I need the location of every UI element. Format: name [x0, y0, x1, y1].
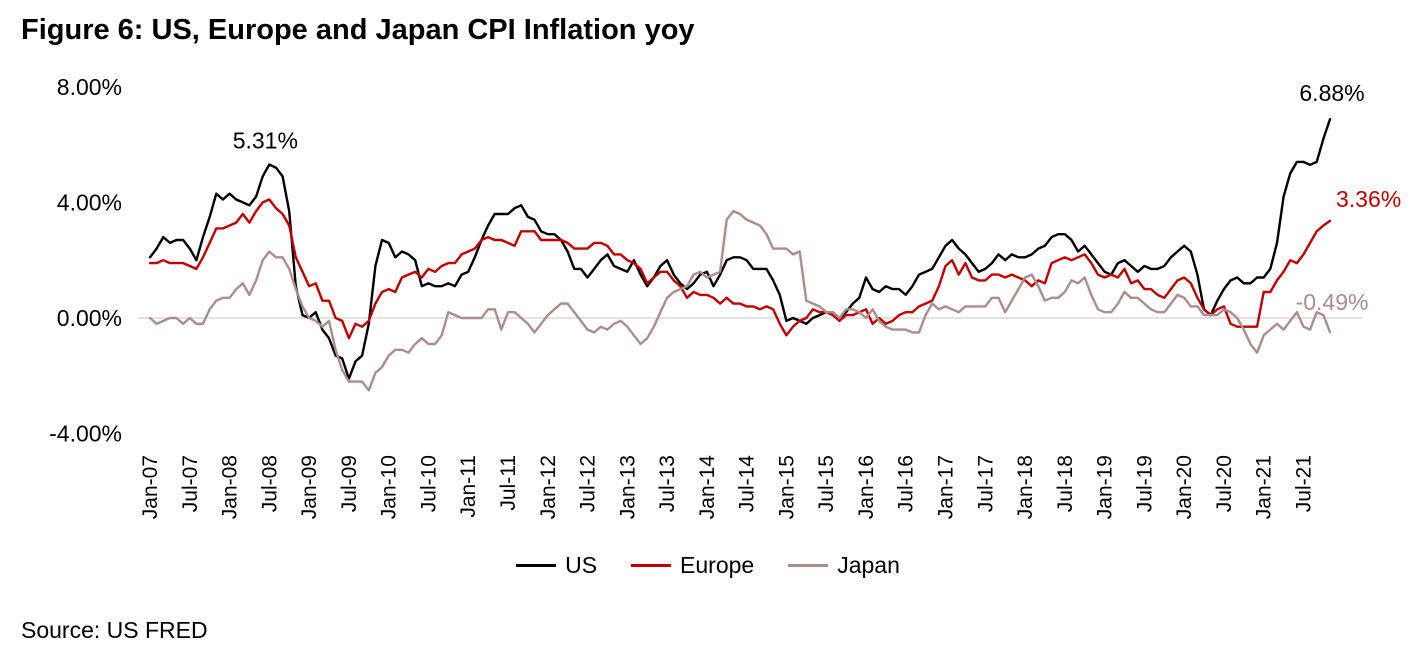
x-tick-label: Jan-19	[1094, 455, 1117, 519]
y-tick-label: 8.00%	[57, 74, 122, 100]
legend-line-japan-icon	[788, 564, 829, 567]
x-tick-label: Jul-13	[656, 455, 679, 512]
x-tick-label: Jul-08	[258, 455, 281, 512]
x-tick-label: Jul-07	[179, 455, 202, 512]
legend-line-europe-icon	[631, 564, 672, 567]
legend-line-us-icon	[516, 564, 557, 567]
x-tick-label: Jan-12	[537, 455, 560, 519]
x-tick-label: Jul-17	[974, 455, 997, 512]
series-line-japan	[148, 209, 1332, 392]
legend-label-japan: Japan	[837, 552, 900, 578]
x-tick-label: Jul-18	[1054, 455, 1077, 512]
legend-item-europe: Europe	[631, 552, 754, 579]
x-tick-label: Jul-15	[815, 455, 838, 512]
x-tick-label: Jan-08	[219, 455, 242, 519]
legend-label-europe: Europe	[680, 552, 755, 578]
y-tick-label: 4.00%	[57, 189, 122, 215]
series-line-us	[148, 117, 1332, 380]
x-tick-label: Jan-20	[1173, 455, 1196, 519]
source-note: Source: US FRED	[21, 617, 208, 643]
annotation-europe-value: 3.36%	[1336, 186, 1401, 212]
x-tick-label: Jan-15	[775, 455, 798, 519]
x-tick-label: Jul-21	[1293, 455, 1316, 512]
x-tick-label: Jan-13	[616, 455, 639, 519]
x-tick-label: Jul-14	[736, 455, 759, 513]
x-tick-label: Jan-07	[139, 455, 162, 519]
annotation-us-value: 6.88%	[1299, 80, 1364, 106]
chart-legend: US Europe Japan	[0, 552, 1416, 579]
x-tick-label: Jan-14	[696, 455, 719, 520]
annotation-us-value: 5.31%	[233, 128, 298, 154]
x-tick-label: Jul-16	[895, 455, 918, 512]
annotation-japan-value: -0.49%	[1296, 289, 1369, 315]
x-tick-label: Jul-11	[497, 455, 520, 511]
legend-item-us: US	[516, 552, 597, 579]
x-tick-label: Jan-09	[298, 455, 321, 519]
x-tick-label: Jan-11	[457, 455, 480, 518]
x-tick-label: Jul-09	[338, 455, 361, 512]
x-tick-label: Jan-21	[1253, 455, 1276, 519]
x-tick-label: Jan-18	[1014, 455, 1037, 519]
legend-label-us: US	[565, 552, 598, 578]
y-tick-label: -4.00%	[49, 421, 122, 447]
y-tick-label: 0.00%	[57, 305, 122, 331]
x-tick-label: Jul-10	[417, 455, 440, 512]
figure-title: Figure 6: US, Europe and Japan CPI Infla…	[21, 14, 695, 46]
legend-item-japan: Japan	[788, 552, 900, 579]
x-tick-label: Jan-10	[378, 455, 401, 519]
x-tick-label: Jan-16	[855, 455, 878, 519]
x-tick-label: Jul-20	[1213, 455, 1236, 512]
x-tick-label: Jan-17	[935, 455, 958, 519]
series-line-europe	[148, 198, 1332, 340]
x-tick-label: Jul-12	[577, 455, 600, 512]
x-tick-label: Jul-19	[1133, 455, 1156, 512]
